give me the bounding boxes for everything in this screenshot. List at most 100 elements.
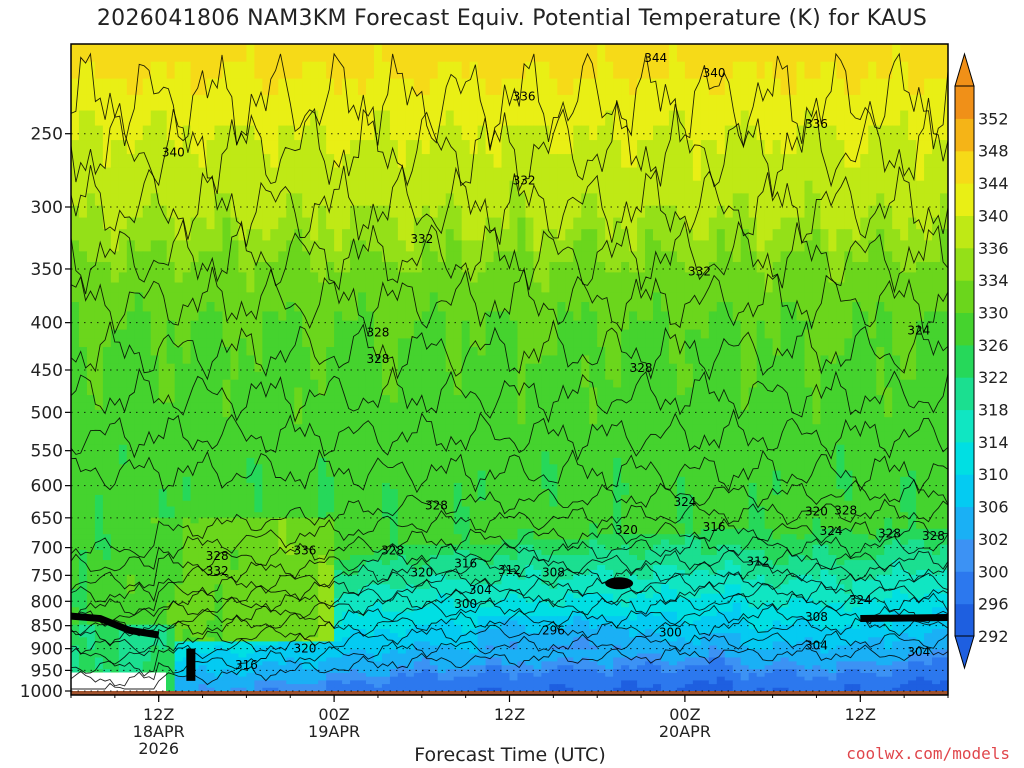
chart-title: 2026041806 NAM3KM Forecast Equiv. Potent… [96, 6, 928, 31]
contour-label: 344 [644, 51, 667, 65]
x-tick-date: 20APR [659, 722, 711, 741]
y-tick-label: 950 [31, 661, 63, 681]
colorbar-swatch [955, 571, 974, 605]
colorbar: 292 296 300 302 306 310 314 318 322 326 330 334 336 3… [954, 52, 1009, 670]
contour-label: 300 [454, 597, 477, 611]
boundary-band [860, 614, 948, 623]
contour-line [71, 592, 948, 655]
contour-label: 312 [747, 555, 770, 569]
colorbar-label: 322 [978, 368, 1009, 387]
contour-line [71, 533, 948, 603]
x-axis-label: Forecast Time (UTC) [414, 744, 606, 766]
colorbar-label: 330 [978, 304, 1009, 323]
colorbar-label: 306 [978, 498, 1009, 517]
colorbar-label: 340 [978, 206, 1009, 225]
contour-label: 328 [366, 352, 389, 366]
colorbar-arrow-low [954, 635, 975, 670]
colorbar-label: 296 [978, 595, 1009, 614]
contour-label: 328 [366, 326, 389, 340]
colorbar-swatch [955, 247, 974, 281]
contour-label: 296 [542, 623, 565, 637]
contour-line [71, 548, 948, 618]
y-tick-label: 600 [31, 477, 63, 497]
contour-label: 328 [834, 503, 857, 517]
contour-line [71, 603, 948, 665]
contour-line [71, 498, 948, 572]
contour-label: 316 [703, 520, 726, 534]
contour-line [71, 571, 948, 636]
colorbar-label: 310 [978, 465, 1009, 484]
y-tick-label: 1000 [20, 682, 63, 702]
contour-label: 304 [805, 639, 828, 653]
contour-label: 340 [703, 66, 726, 80]
colorbar-label: 344 [978, 174, 1009, 193]
contour-label: 304 [469, 583, 492, 597]
contour-label: 312 [498, 563, 521, 577]
contour-label: 300 [659, 626, 682, 640]
credit-text: coolwx.com/models [846, 744, 1010, 763]
y-tick-label: 400 [31, 314, 63, 334]
contour-line [71, 559, 948, 627]
colorbar-swatch [955, 280, 974, 313]
contour-label: 336 [805, 117, 828, 131]
contour-label: 336 [513, 90, 536, 104]
contour-label: 328 [630, 361, 653, 375]
contour-line [71, 319, 948, 381]
colorbar-swatch [955, 538, 974, 572]
x-tick-label: 12Z [494, 705, 525, 724]
colorbar-swatch [955, 441, 974, 475]
colorbar-swatch [955, 118, 974, 152]
x-tick-year: 2026 [138, 739, 179, 758]
contour-label: 316 [454, 556, 477, 570]
contour-line [71, 218, 948, 295]
contour-label: 308 [542, 566, 565, 580]
contour-line [71, 644, 948, 690]
contour-label: 324 [907, 324, 930, 338]
colorbar-arrow-high [954, 52, 975, 87]
colorbar-label: 292 [978, 627, 1009, 646]
colorbar-frame [954, 85, 975, 637]
contour-line [71, 478, 948, 559]
contour-label: 340 [162, 146, 185, 160]
colorbar-swatch [955, 86, 974, 119]
contour-label: 332 [206, 564, 229, 578]
contour-label: 332 [513, 174, 536, 188]
colorbar-swatch [955, 409, 974, 443]
colorbar-label: 318 [978, 401, 1009, 420]
colorbar-swatch [955, 312, 974, 346]
y-tick-label: 350 [31, 260, 63, 280]
colorbar-label: 352 [978, 109, 1009, 128]
y-tick-label: 450 [31, 361, 63, 381]
x-tick-date: 18APR [133, 722, 185, 741]
contour-label: 336 [293, 544, 316, 558]
y-tick-label: 300 [31, 198, 63, 218]
contour-line [71, 630, 948, 687]
contour-label: 308 [805, 610, 828, 624]
contour-line [71, 164, 948, 247]
contour-label: 328 [878, 527, 901, 541]
contour-line [71, 97, 948, 197]
colorbar-swatch [955, 215, 974, 249]
y-axis: 250 300 350 400 450 500 550 600 650 700 750 800 850 9… [20, 125, 71, 702]
overlay-lines [71, 52, 948, 692]
contour-label: 316 [235, 658, 258, 672]
colorbar-swatch [955, 183, 974, 216]
x-tick-date: 19APR [308, 722, 360, 741]
contour-label: 320 [805, 505, 828, 519]
colorbar-swatch [955, 603, 974, 637]
contour-line [71, 449, 948, 495]
y-tick-label: 700 [31, 539, 63, 559]
contour-line [71, 518, 948, 591]
contour-label: 328 [206, 549, 229, 563]
contour-label: 328 [922, 529, 945, 543]
contour-label: 304 [907, 645, 930, 659]
contour-label: 328 [381, 544, 404, 558]
x-tick-label: 12Z [845, 705, 876, 724]
colorbar-label: 300 [978, 562, 1009, 581]
y-tick-label: 800 [31, 592, 63, 612]
colorbar-label: 302 [978, 530, 1009, 549]
colorbar-label: 326 [978, 336, 1009, 355]
